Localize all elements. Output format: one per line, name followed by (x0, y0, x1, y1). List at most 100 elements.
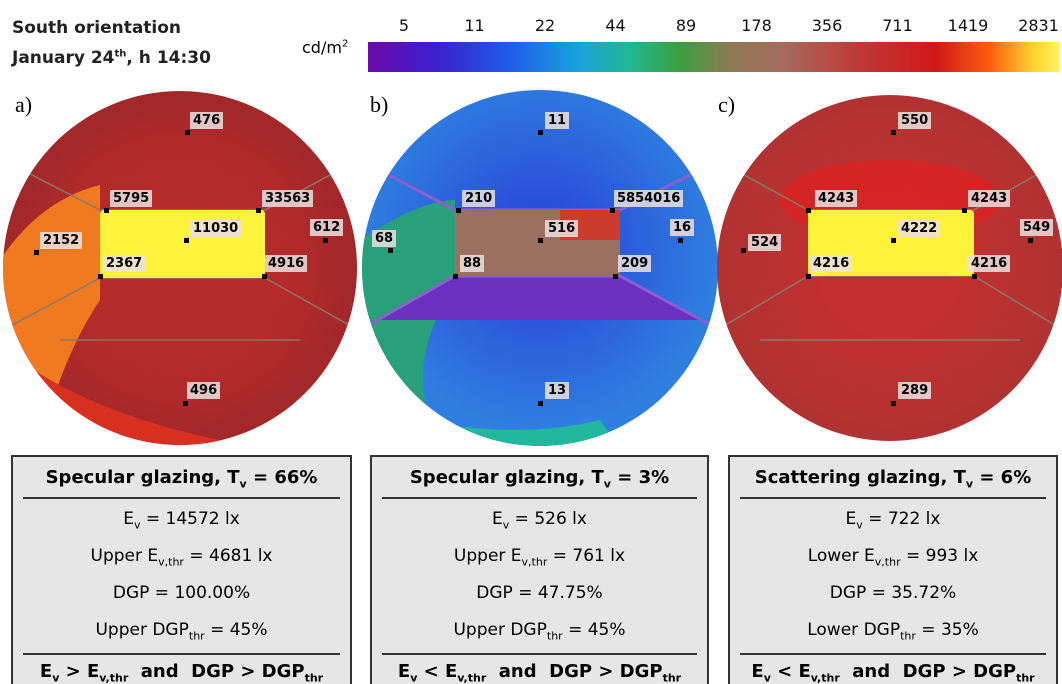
point-value: 4243 (815, 190, 858, 207)
text-part: Specular glazing, T (45, 467, 240, 488)
text-part: DGP = 35.72% (829, 583, 957, 603)
text-part: thr (546, 629, 563, 643)
summary-table: Specular glazing, Tv = 66% Ev = 14572 lx U… (11, 455, 352, 684)
table-conclusion: Ev < Ev,thr and DGP > DGPthr (740, 653, 1046, 684)
text-part: , h 14:30 (126, 48, 211, 68)
table-row: Ev = 722 lx (730, 499, 1056, 536)
point-marker (456, 208, 461, 213)
point-value: 13 (545, 382, 570, 399)
text-part: = 45% (562, 620, 626, 640)
point-marker (453, 274, 458, 279)
text-part: 2 (341, 38, 349, 50)
text-part: v,thr (810, 671, 840, 684)
point-value: 2367 (103, 255, 146, 272)
point-marker (678, 238, 683, 243)
text-part: v (502, 518, 510, 532)
colorbar-tick-label: 711 (882, 16, 913, 35)
colorbar-tick-label: 178 (741, 16, 772, 35)
text-part: Scattering glazing, T (754, 467, 966, 488)
header-date: January 24th, h 14:30 (12, 48, 211, 68)
point-marker (388, 248, 393, 253)
text-part: v (603, 477, 611, 491)
table-row: DGP = 100.00% (13, 573, 350, 610)
point-marker (613, 274, 618, 279)
point-marker (806, 208, 811, 213)
table-row: Upper Ev,thr = 4681 lx (13, 536, 350, 573)
colorbar-tick-label: 11 (464, 16, 485, 35)
text-part: < E (770, 661, 811, 682)
point-marker (538, 130, 543, 135)
table-title: Scattering glazing, Tv = 6% (740, 457, 1046, 499)
text-part: v (133, 518, 141, 532)
text-part: v (763, 671, 771, 684)
text-part: th (114, 48, 127, 60)
point-marker (538, 238, 543, 243)
point-marker (891, 130, 896, 135)
colorbar-unit: cd/m2 (302, 38, 348, 57)
text-part: = 66% (246, 467, 318, 488)
point-value: 11 (545, 112, 570, 129)
point-value: 33563 (262, 190, 314, 207)
point-value: 2152 (40, 232, 83, 249)
text-part: = 3% (610, 467, 670, 488)
table-row: Ev = 526 lx (372, 499, 707, 536)
point-marker (256, 208, 261, 213)
text-part: = 526 lx (509, 509, 587, 529)
text-part: v (52, 671, 60, 684)
colorbar-tick-label: 1419 (947, 16, 989, 35)
text-part: E (492, 509, 503, 529)
header-title: South orientation (12, 18, 182, 38)
point-marker (891, 238, 896, 243)
point-value: 16 (670, 219, 695, 236)
table-row: DGP = 47.75% (372, 573, 707, 610)
point-value: 516 (545, 220, 579, 237)
table-conclusion: Ev < Ev,thr and DGP > DGPthr (382, 653, 697, 684)
point-marker (34, 250, 39, 255)
point-marker (1028, 238, 1033, 243)
table-conclusion: Ev > Ev,thr and DGP > DGPthr (23, 653, 340, 684)
point-value: 289 (898, 382, 932, 399)
point-value: 11030 (190, 220, 242, 237)
table-title: Specular glazing, Tv = 66% (23, 457, 340, 499)
text-part: and DGP > DGP (128, 661, 305, 682)
text-part: and DGP > DGP (839, 661, 1017, 682)
point-marker (104, 208, 109, 213)
text-part: < E (417, 661, 458, 682)
text-part: thr (1016, 671, 1035, 684)
text-part: Specular glazing, T (409, 467, 604, 488)
point-value: 496 (187, 382, 221, 399)
text-part: = 6% (973, 467, 1032, 488)
text-part: v (856, 518, 863, 532)
panel-label: b) (370, 92, 389, 117)
text-part: = 4681 lx (183, 546, 273, 566)
table-row: Lower DGPthr = 35% (730, 610, 1056, 647)
text-part: E (123, 509, 134, 529)
point-marker (323, 238, 328, 243)
table-row: Ev = 14572 lx (13, 499, 350, 536)
colorbar-tick-label: 356 (811, 16, 843, 35)
table-row: DGP = 35.72% (730, 573, 1056, 610)
text-part: v (239, 477, 247, 491)
text-part: DGP = 100.00% (112, 583, 251, 603)
text-part: cd/m (302, 38, 342, 57)
text-part: v,thr (457, 671, 487, 684)
point-value: 524 (748, 234, 782, 251)
text-part: = 35% (915, 620, 979, 640)
point-marker (184, 238, 189, 243)
text-part: v (410, 671, 418, 684)
text-part: = 14572 lx (140, 509, 240, 529)
table-row: Upper DGPthr = 45% (372, 610, 707, 647)
colorbar-tick-label: 5 (398, 16, 410, 35)
point-marker (98, 274, 103, 279)
text-part: Upper E (453, 546, 522, 566)
point-marker (610, 208, 615, 213)
point-marker (538, 401, 543, 406)
point-value: 4216 (968, 255, 1011, 272)
text-part: January 24 (12, 48, 115, 68)
text-part: = 722 lx (862, 509, 941, 529)
text-part: = 45% (204, 620, 268, 640)
text-part: thr (900, 629, 916, 643)
colorbar-tick-label: 2831 (1018, 16, 1059, 35)
point-marker (183, 401, 188, 406)
